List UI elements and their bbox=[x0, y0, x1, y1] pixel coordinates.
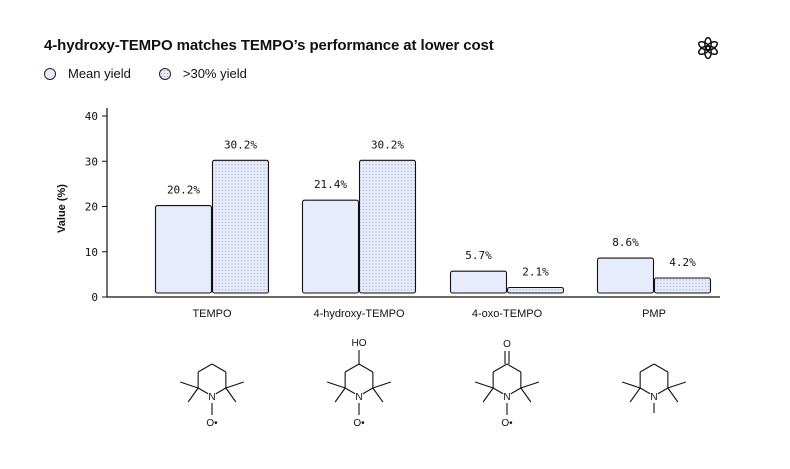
x-tick-label: TEMPO bbox=[192, 308, 232, 320]
bar-over30-yield bbox=[653, 277, 712, 294]
legend-swatch-dotted bbox=[158, 67, 171, 80]
nitrogen-label: N bbox=[503, 392, 510, 403]
data-label: 4.2% bbox=[669, 256, 696, 269]
nitrogen-label: N bbox=[355, 392, 362, 403]
legend-swatch-solid bbox=[44, 67, 56, 80]
bond bbox=[510, 387, 522, 395]
bond bbox=[653, 363, 669, 373]
bond bbox=[326, 381, 346, 389]
bond bbox=[520, 387, 532, 403]
y-tick-label: 10 bbox=[85, 246, 98, 259]
bond bbox=[639, 363, 655, 373]
bond bbox=[334, 387, 346, 403]
y-axis-label: Value (%) bbox=[56, 184, 68, 233]
bond bbox=[482, 387, 494, 403]
axes: 0 10 20 30 40 Value (%) bbox=[56, 108, 720, 304]
bar-mean-yield bbox=[596, 257, 655, 294]
bond bbox=[197, 363, 213, 373]
data-label: 8.6% bbox=[612, 236, 639, 249]
nitrogen-label: N bbox=[208, 392, 215, 403]
bar-mean-yield bbox=[449, 270, 508, 294]
openai-logo-icon bbox=[698, 36, 718, 60]
bond bbox=[474, 381, 494, 389]
structure-2: N O• HO bbox=[326, 338, 392, 429]
hydroxyl-label: HO bbox=[352, 338, 367, 349]
structure-1: N O• bbox=[179, 363, 245, 429]
bar-mean-yield bbox=[301, 199, 360, 294]
data-label: 30.2% bbox=[224, 138, 257, 151]
bond bbox=[506, 363, 522, 373]
bond bbox=[344, 363, 360, 373]
bond bbox=[211, 363, 227, 373]
x-tick-label: PMP bbox=[642, 308, 666, 320]
structure-3: N O• O bbox=[474, 339, 540, 429]
y-tick-label: 30 bbox=[85, 155, 98, 168]
legend-item-mean: Mean yield bbox=[44, 66, 131, 81]
bond bbox=[667, 387, 679, 403]
legend: Mean yield >30% yield bbox=[44, 66, 275, 81]
data-label: 30.2% bbox=[371, 138, 404, 151]
bond bbox=[667, 381, 687, 389]
oxygen-radical-label: O• bbox=[353, 418, 365, 429]
bar-over30-yield bbox=[358, 159, 417, 294]
nitrogen-label: N bbox=[650, 392, 657, 403]
data-label: 21.4% bbox=[314, 178, 347, 191]
bond bbox=[197, 387, 209, 395]
bond bbox=[372, 387, 384, 403]
data-label: 5.7% bbox=[465, 249, 492, 262]
bond bbox=[187, 387, 199, 403]
bond bbox=[657, 387, 669, 395]
bond bbox=[179, 381, 199, 389]
structure-4: N bbox=[621, 363, 687, 413]
y-tick-label: 0 bbox=[91, 291, 98, 304]
oxygen-radical-label: O• bbox=[206, 418, 218, 429]
bond bbox=[344, 387, 356, 395]
bar-over30-yield bbox=[506, 286, 565, 294]
bars: 20.2% 30.2% TEMPO 21.4% 30.2% 4-hydroxy-TEMPO… bbox=[154, 138, 712, 320]
legend-item-over30: >30% yield bbox=[158, 66, 247, 81]
chemical-structures: N O• N O• HO N O• O N bbox=[179, 338, 687, 429]
bond bbox=[621, 381, 641, 389]
y-tick-label: 20 bbox=[85, 201, 98, 214]
bond bbox=[362, 387, 374, 395]
bond bbox=[492, 387, 504, 395]
bond bbox=[639, 387, 651, 395]
oxygen-radical-label: O• bbox=[501, 418, 513, 429]
x-tick-label: 4-oxo-TEMPO bbox=[472, 308, 543, 320]
bond bbox=[215, 387, 227, 395]
x-tick-label: 4-hydroxy-TEMPO bbox=[313, 308, 405, 320]
bond bbox=[225, 381, 245, 389]
data-label: 20.2% bbox=[167, 184, 200, 197]
data-label: 2.1% bbox=[522, 265, 549, 278]
bar-over30-yield bbox=[211, 159, 270, 294]
bond bbox=[492, 363, 508, 373]
bar-mean-yield bbox=[154, 205, 213, 294]
bond bbox=[372, 381, 392, 389]
bond bbox=[358, 363, 374, 373]
y-tick-label: 40 bbox=[85, 110, 98, 123]
chart-title: 4-hydroxy-TEMPO matches TEMPO’s performa… bbox=[44, 37, 494, 54]
legend-label: Mean yield bbox=[68, 66, 131, 81]
bond bbox=[629, 387, 641, 403]
bond bbox=[225, 387, 237, 403]
legend-label: >30% yield bbox=[182, 66, 247, 81]
carbonyl-oxygen-label: O bbox=[503, 339, 511, 350]
bond bbox=[520, 381, 540, 389]
